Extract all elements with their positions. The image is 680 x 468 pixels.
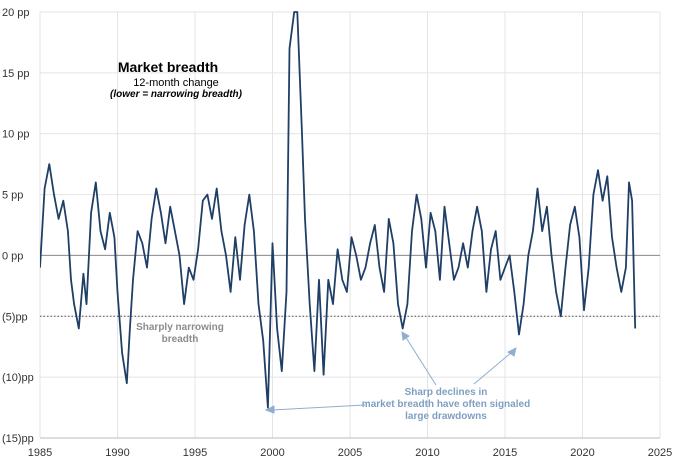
arrowhead-2008 xyxy=(401,331,410,341)
y-tick-label: 15 pp xyxy=(2,68,30,80)
x-tick-label: 2025 xyxy=(648,447,672,459)
gridlines xyxy=(39,11,661,439)
x-tick-label: 1990 xyxy=(105,447,129,459)
chart-title: Market breadth xyxy=(118,59,218,75)
arrowhead-2016 xyxy=(507,347,517,357)
chart-title-block: Market breadth 12-month change (lower = … xyxy=(110,59,243,100)
threshold-label-line-1: Sharply narrowing xyxy=(136,322,224,333)
chart-subtitle: 12-month change xyxy=(133,77,219,89)
y-tick-label: (5)pp xyxy=(2,311,28,323)
threshold-annotation: Sharply narrowing breadth xyxy=(136,322,224,345)
declines-label-line-1: Sharp declines in xyxy=(405,387,488,398)
series-line xyxy=(40,11,637,409)
declines-annotation: Sharp declines in market breadth have of… xyxy=(264,331,530,422)
series-layer xyxy=(40,11,637,409)
y-tick-label: (10)pp xyxy=(2,372,34,384)
declines-label-line-3: large drawdowns xyxy=(405,411,487,422)
x-tick-label: 2000 xyxy=(260,447,284,459)
chart-note: (lower = narrowing breadth) xyxy=(110,89,243,100)
x-axis-tick-labels: 1985 1990 1995 2000 2005 2010 2015 2020 2025 xyxy=(28,447,672,459)
x-tick-label: 1985 xyxy=(28,447,52,459)
arrow-to-2008-decline xyxy=(404,335,437,386)
y-axis-tick-labels: 20 pp 15 pp 10 pp 5 pp 0 pp (5)pp (10)pp (15)pp xyxy=(2,7,34,445)
x-tick-label: 2020 xyxy=(570,447,594,459)
x-tick-label: 2010 xyxy=(415,447,439,459)
arrow-to-2016-decline xyxy=(473,351,513,385)
threshold-label-line-2: breadth xyxy=(162,334,199,345)
y-tick-label: 5 pp xyxy=(2,190,23,202)
y-tick-label: 20 pp xyxy=(2,7,30,19)
x-tick-label: 2005 xyxy=(338,447,362,459)
y-tick-label: 10 pp xyxy=(2,129,30,141)
arrow-to-1999-decline xyxy=(271,404,366,411)
arrowhead-1999 xyxy=(264,405,275,414)
y-tick-label: 0 pp xyxy=(2,250,23,262)
y-tick-label: (15)pp xyxy=(2,433,34,445)
x-tick-label: 1995 xyxy=(183,447,207,459)
x-tick-label: 2015 xyxy=(493,447,517,459)
declines-label-line-2: market breadth have often signaled xyxy=(362,399,530,410)
